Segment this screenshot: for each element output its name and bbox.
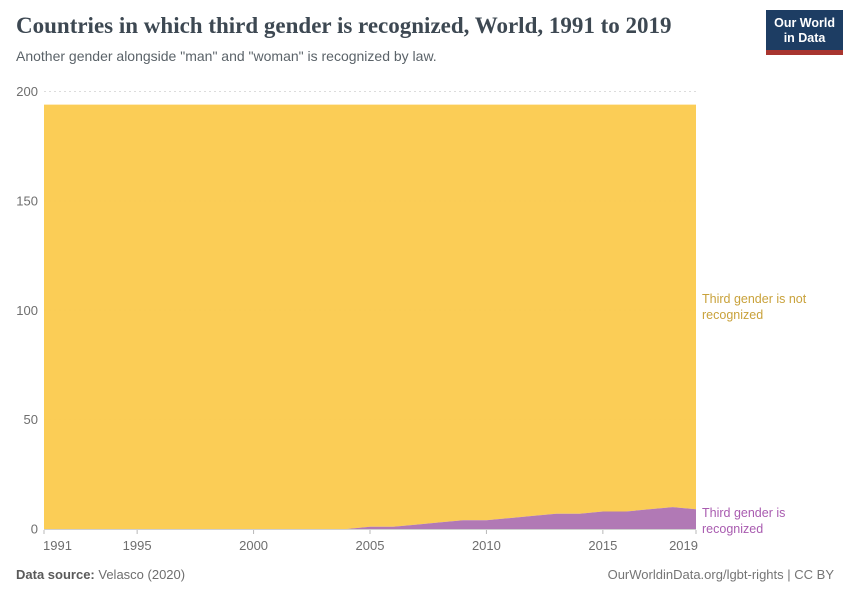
x-tick-label-2015: 2015 (588, 538, 617, 553)
area-recognized (44, 507, 696, 529)
y-tick-label-150: 150 (16, 193, 38, 208)
data-source-label: Data source: (16, 567, 95, 582)
y-tick-label-0: 0 (31, 522, 38, 537)
y-tick-label-50: 50 (24, 412, 38, 427)
series-label-recognized: Third gender is recognized (702, 506, 786, 536)
owid-logo-line1: Our World (774, 16, 835, 30)
series-label-not-recognized: Third gender is not recognized (702, 292, 807, 322)
x-tick-label-1991: 1991 (43, 538, 72, 553)
footer-separator: | (783, 567, 795, 582)
data-source-value: Velasco (2020) (98, 567, 186, 582)
footer-links: OurWorldinData.org/lgbt-rights | CC BY (608, 567, 834, 582)
x-tick-label-1995: 1995 (123, 538, 152, 553)
owid-logo-line2: in Data (783, 31, 826, 45)
x-tick-label-2005: 2005 (356, 538, 385, 553)
chart-subtitle: Another gender alongside "man" and "woma… (16, 48, 437, 64)
license-link[interactable]: CC BY (794, 567, 834, 582)
x-tick-label-2000: 2000 (239, 538, 268, 553)
owid-url-link[interactable]: OurWorldinData.org/lgbt-rights (607, 567, 784, 582)
data-source-note: Data source: Velasco (2020) (16, 567, 185, 582)
x-tick-label-2019: 2019 (669, 538, 698, 553)
y-tick-label-100: 100 (16, 303, 38, 318)
chart-title: Countries in which third gender is recog… (16, 13, 672, 38)
y-tick-label-200: 200 (16, 84, 38, 99)
owid-logo[interactable]: Our World in Data (766, 10, 843, 55)
x-tick-label-2010: 2010 (472, 538, 501, 553)
area-not-recognized (44, 104, 696, 529)
